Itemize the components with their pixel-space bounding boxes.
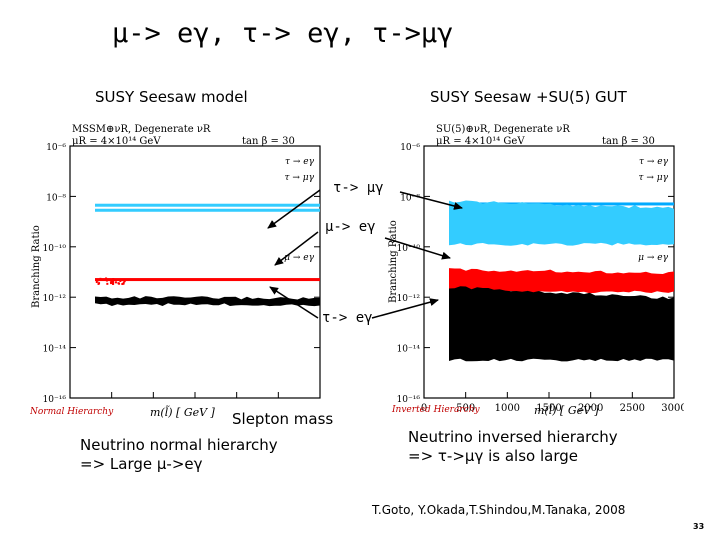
arrow-mu-e-left (274, 231, 319, 266)
arrow-tau-mu-right (399, 191, 463, 210)
ytick-label: 10⁻⁶ (46, 143, 66, 153)
ytick-label: 10⁻⁸ (400, 193, 420, 203)
series-point (112, 278, 115, 281)
legend-entry: τ → μγ (285, 173, 315, 183)
right-chart: SU(5)⊕νR, Degenerate νR μR = 4×10¹⁴ GeV … (388, 124, 684, 417)
series-point (105, 279, 108, 282)
page-number: 33 (693, 522, 705, 531)
series-band-1 (449, 200, 674, 246)
slide-title: μ-> eγ, τ-> eγ, τ->μγ (112, 18, 454, 49)
xtick-label: 1000 (495, 403, 520, 414)
series-line-0 (449, 202, 674, 206)
right-corner-label: Inverted Hierarchy (391, 405, 480, 415)
series-point (106, 282, 109, 285)
series-point (107, 278, 110, 281)
xtick-label: 1500 (536, 403, 561, 414)
ytick-label: 10⁻¹² (43, 294, 67, 304)
annotation-tau-e: τ-> eγ (322, 310, 373, 326)
left-caption: Neutrino normal hierarchy => Large μ->eγ (80, 436, 278, 474)
arrow-tau-e-left (269, 286, 319, 319)
ytick-label: 10⁻¹² (397, 294, 421, 304)
left-caption-line1: Neutrino normal hierarchy (80, 436, 278, 454)
arrow-tau-e-right (371, 298, 439, 319)
left-chart: MSSM⊕νR, Degenerate νR μR = 4×10¹⁴ GeV t… (30, 124, 321, 419)
series-point (99, 277, 102, 280)
series-point (112, 282, 115, 285)
right-panel-title: SUSY Seesaw +SU(5) GUT (430, 88, 627, 106)
annotation-tau-mu: τ-> μγ (333, 180, 384, 196)
series-point (108, 278, 111, 281)
ytick-label: 10⁻¹⁰ (397, 244, 421, 254)
left-panel-title: SUSY Seesaw model (95, 88, 248, 106)
right-ylabel: Branching Ratio (388, 220, 399, 303)
legend-entry: μ → eγ (284, 253, 314, 263)
series-point (100, 278, 103, 281)
ytick-label: 10⁻¹⁰ (43, 244, 67, 254)
left-ylabel: Branching Ratio (31, 225, 42, 308)
xtick-label: 2000 (578, 403, 603, 414)
series-point (121, 283, 124, 286)
series-point (95, 281, 98, 284)
ytick-label: 10⁻¹⁶ (397, 395, 421, 405)
right-header-line1: SU(5)⊕νR, Degenerate νR (436, 124, 570, 135)
legend-entry: τ → eγ (639, 157, 669, 167)
series-point (109, 281, 112, 284)
annotation-mu-e: μ-> eγ (325, 219, 376, 235)
ytick-label: 10⁻¹⁴ (43, 345, 67, 355)
arrow-mu-e-right (384, 237, 451, 260)
series-point (119, 279, 122, 282)
series-point (122, 281, 125, 284)
right-header-line2: μR = 4×10¹⁴ GeV (436, 136, 525, 147)
series-point (122, 282, 125, 285)
xtick-label: 2500 (620, 403, 645, 414)
series-line-2 (95, 278, 320, 282)
left-header-line1: MSSM⊕νR, Degenerate νR (72, 124, 211, 135)
right-tan-beta: tan β = 30 (602, 136, 655, 147)
ytick-label: 10⁻⁶ (400, 143, 420, 153)
left-tan-beta: tan β = 30 (242, 136, 295, 147)
series-point (114, 281, 117, 284)
left-caption-line2: => Large μ->eγ (80, 455, 203, 473)
slepton-mass-label: Slepton mass (232, 410, 334, 428)
series-band-3 (95, 296, 320, 307)
xtick-label: 3000 (661, 403, 684, 414)
legend-entry: τ → eγ (285, 157, 315, 167)
series-band-2 (449, 268, 674, 294)
series-line-0 (95, 203, 320, 207)
series-band-3 (449, 286, 674, 362)
right-caption: Neutrino inversed hierarchy => τ->μγ is … (408, 428, 618, 466)
right-caption-line2: => τ->μγ is also large (408, 447, 578, 465)
legend-entry: τ → μγ (639, 173, 669, 183)
series-line-1 (95, 208, 320, 212)
series-point (97, 279, 100, 282)
left-corner-label: Normal Hierarchy (30, 407, 114, 417)
series-point (123, 280, 126, 283)
xtick-label: 0 (421, 403, 427, 414)
ytick-label: 10⁻¹⁶ (43, 395, 67, 405)
left-xlabel: m(l̃) [ GeV ] (150, 406, 216, 419)
arrow-tau-mu-left (267, 189, 321, 229)
series-point (97, 282, 100, 285)
left-plot-frame (69, 145, 321, 399)
legend-entry: μ → eγ (638, 253, 668, 263)
citation: T.Goto, Y.Okada,T.Shindou,M.Tanaka, 2008 (372, 503, 626, 517)
right-xlabel: m(l̃) [ GeV ] (534, 404, 600, 417)
right-caption-line1: Neutrino inversed hierarchy (408, 428, 618, 446)
xtick-label: 500 (456, 403, 475, 414)
ytick-label: 10⁻⁸ (46, 193, 66, 203)
ytick-label: 10⁻¹⁴ (397, 345, 421, 355)
series-point (111, 280, 114, 283)
series-point (118, 282, 121, 285)
series-point (105, 277, 108, 280)
left-header-line2: μR = 4×10¹⁴ GeV (72, 136, 161, 147)
